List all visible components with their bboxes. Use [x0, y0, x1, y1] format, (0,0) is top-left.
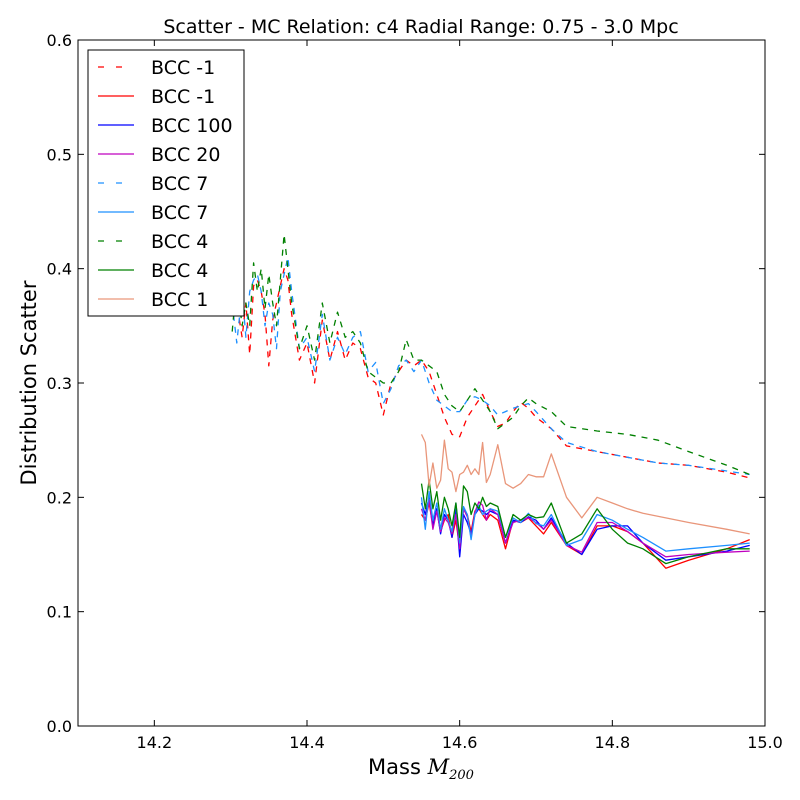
legend-label-9: BCC 1: [151, 289, 208, 311]
series-line-9: [420, 434, 750, 535]
series-line-1: [231, 268, 750, 479]
y-tick-label: 0.5: [47, 145, 72, 164]
y-tick-label: 0.2: [47, 488, 72, 507]
y-axis-title: Distribution Scatter: [17, 280, 41, 485]
x-tick-label: 14.2: [137, 733, 173, 752]
x-tick-label: 14.6: [442, 733, 478, 752]
legend-label-3: BCC 100: [151, 115, 233, 137]
series-line-5: [231, 256, 750, 476]
series-line-8: [420, 479, 750, 565]
y-tick-label: 0.3: [47, 374, 72, 393]
legend-label-4: BCC 20: [151, 144, 220, 166]
series-layer: [231, 233, 750, 569]
x-tick-label: 14.8: [595, 733, 631, 752]
legend: BCC -1 BCC -1 BCC 100 BCC 20 BCC 7 BCC 7 BCC 4…: [87, 49, 245, 317]
y-tick-label: 0.4: [47, 260, 72, 279]
series-line-6: [420, 490, 750, 552]
x-tick-label: 14.4: [289, 733, 325, 752]
series-line-3: [420, 496, 750, 561]
chart-title: Scatter - MC Relation: c4 Radial Range: …: [163, 16, 678, 38]
x-axis-title: Mass M200: [368, 755, 474, 783]
legend-label-1: BCC -1: [151, 57, 215, 79]
legend-box: [87, 49, 245, 317]
legend-label-8: BCC 4: [151, 260, 208, 282]
x-tick-label: 15.0: [747, 733, 783, 752]
legend-label-2: BCC -1: [151, 86, 215, 108]
legend-label-7: BCC 4: [151, 231, 208, 253]
y-tick-label: 0.6: [47, 31, 72, 50]
y-tick-label: 0.0: [47, 717, 72, 736]
legend-label-6: BCC 7: [151, 202, 208, 224]
axis-ticks: 14.2 14.4 14.6 14.8 15.0 0.0 0.1 0.2 0.3 0.4 0.5 0.…: [47, 31, 783, 752]
series-line-7: [231, 233, 750, 476]
legend-label-5: BCC 7: [151, 173, 208, 195]
y-tick-label: 0.1: [47, 603, 72, 622]
